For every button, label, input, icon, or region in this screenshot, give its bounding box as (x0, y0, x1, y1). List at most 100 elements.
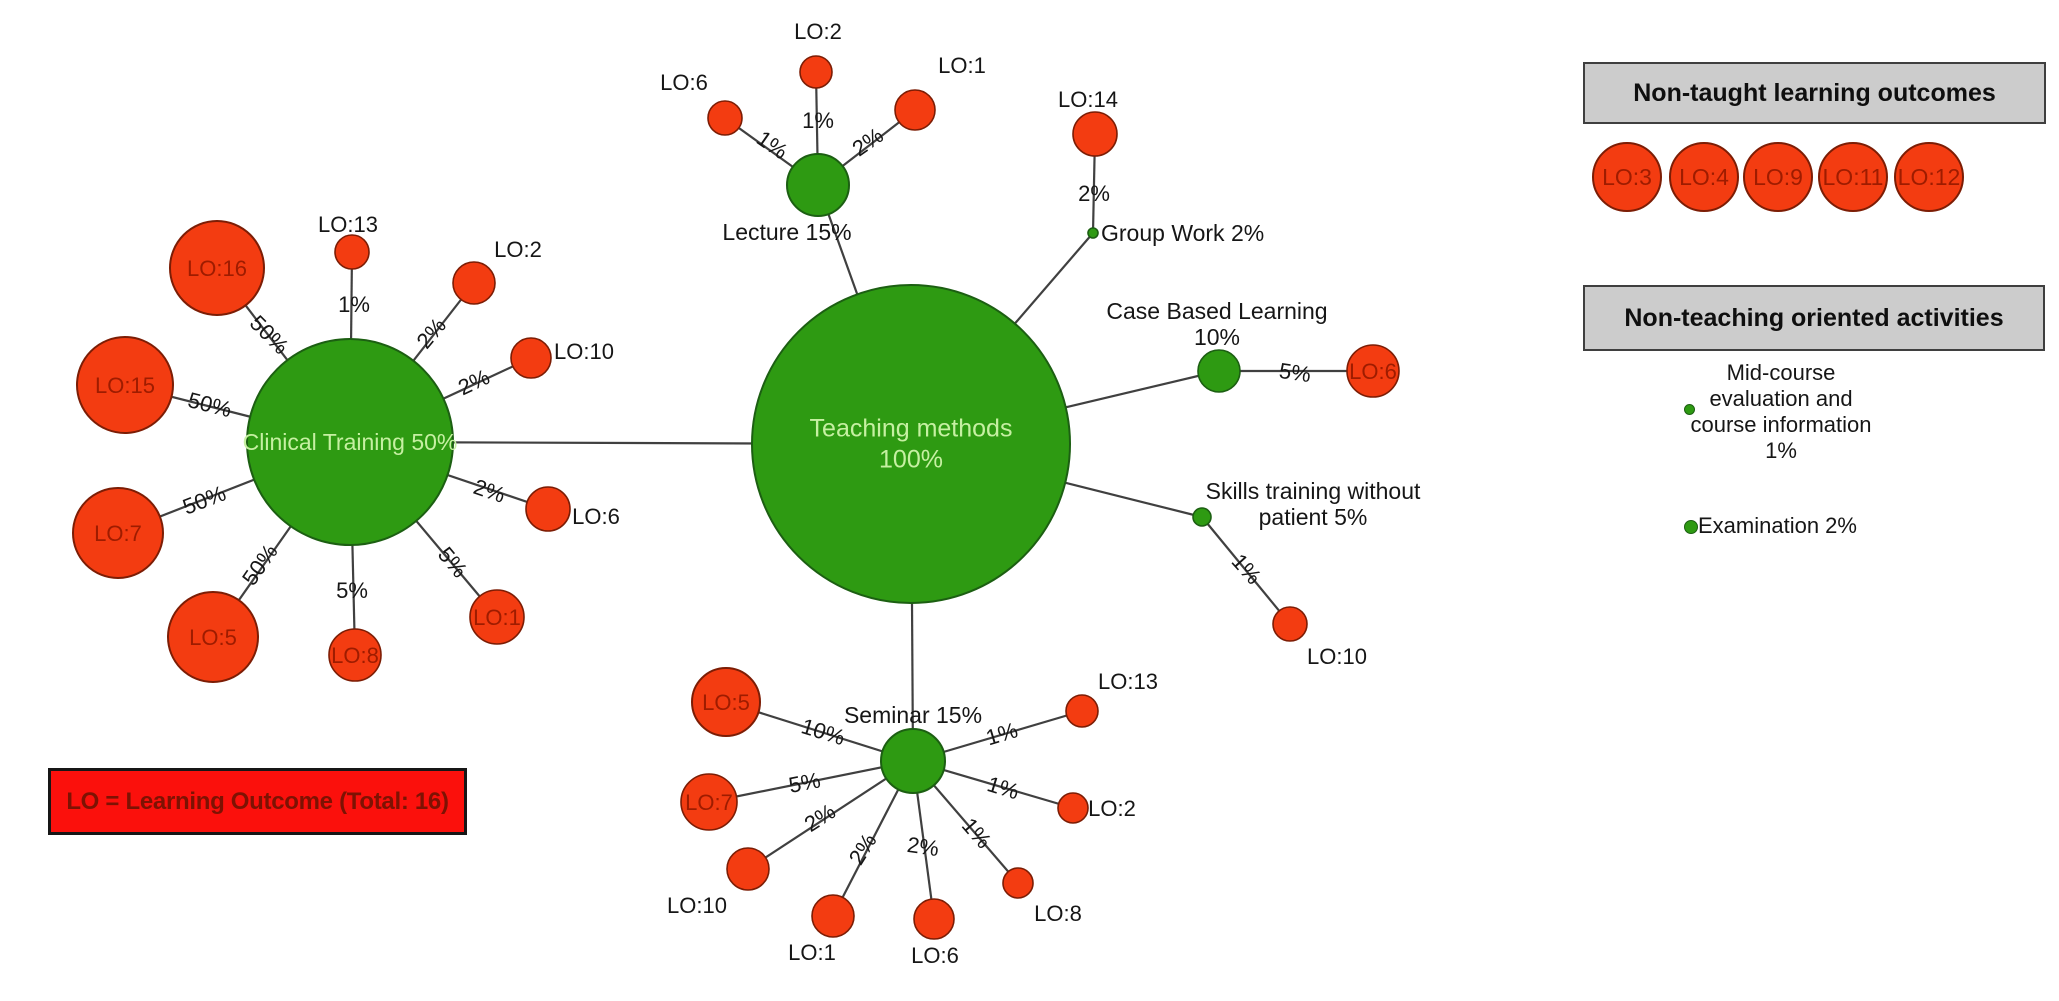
outcome-node-sem_lo7 (680, 773, 738, 831)
edge-label-seminar-sem_lo7: 5% (787, 767, 823, 798)
node-label-groupwork: Group Work 2% (1101, 220, 1264, 246)
method-node-skills (1192, 507, 1212, 527)
node-label-skills: Skills training without (1206, 478, 1421, 504)
node-label-sem_lo1: LO:1 (788, 940, 836, 965)
lo-chip-label: LO:9 (1753, 163, 1803, 190)
outcome-node-cl_lo1 (469, 589, 525, 645)
non-taught-title: Non-taught learning outcomes (1633, 78, 1996, 107)
node-label-lec_lo6: LO:6 (660, 70, 708, 95)
outcome-node-cl_lo2 (452, 261, 496, 305)
edge-label-seminar-sem_lo2: 1% (984, 771, 1022, 804)
node-label-cl_lo13: LO:13 (318, 212, 378, 237)
node-label-sem_lo13: LO:13 (1098, 669, 1158, 694)
node-inside-label-sem_lo7: LO:7 (685, 790, 733, 815)
outcome-node-cl_lo7 (72, 487, 164, 579)
outcome-node-sem_lo10 (726, 847, 770, 891)
edge-label-clinical-cl_lo16: 50% (245, 310, 294, 359)
outcome-node-cl_lo8 (328, 628, 382, 682)
outcome-node-cl_lo6 (525, 486, 571, 532)
edge-label-lecture-lec_lo2: 1% (802, 108, 834, 133)
midcourse-line: Mid-course (1726, 360, 1836, 385)
lo-chip-label: LO:4 (1679, 163, 1729, 190)
node-label-sem_lo6: LO:6 (911, 943, 959, 968)
midcourse-line: 1% (1765, 438, 1797, 463)
outcome-node-cl_lo13 (334, 234, 370, 270)
node-label-lec_lo1: LO:1 (938, 53, 986, 78)
midcourse-label: Mid-course evaluation and course informa… (1661, 360, 1901, 464)
outcome-node-sem_lo5 (691, 667, 761, 737)
node-inside-label-teaching: Teaching methods (810, 415, 1013, 443)
edge-label-seminar-sem_lo6: 2% (906, 832, 941, 861)
edge-label-seminar-sem_lo13: 1% (983, 717, 1021, 750)
outcome-node-sk_lo10 (1272, 606, 1308, 642)
node-label-cl_lo10: LO:10 (554, 339, 614, 364)
non-taught-lo-circle: LO:12 (1894, 142, 1964, 212)
node-label-casebased: Case Based Learning (1106, 298, 1327, 324)
non-teaching-header: Non-teaching oriented activities (1583, 285, 2045, 351)
midcourse-dot-icon (1684, 404, 1695, 415)
edge-label-lecture-lec_lo1: 2% (848, 122, 888, 161)
node-label-lec_lo2: LO:2 (794, 19, 842, 44)
legend-box: LO = Learning Outcome (Total: 16) (48, 768, 467, 835)
node-label-cl_lo2: LO:2 (494, 237, 542, 262)
method-node-teaching (751, 284, 1071, 604)
outcome-node-cl_lo15 (76, 336, 174, 434)
node-label-sem_lo8: LO:8 (1034, 901, 1082, 926)
node-inside-label-cl_lo15: LO:15 (95, 373, 155, 398)
midcourse-line: evaluation and (1709, 386, 1853, 411)
edge-label-casebased-cb_lo6: 5% (1278, 358, 1313, 387)
node-label-sem_lo2: LO:2 (1088, 796, 1136, 821)
outcome-node-lec_lo1 (894, 89, 936, 131)
non-taught-lo-circle: LO:3 (1592, 142, 1662, 212)
outcome-node-lec_lo6 (707, 100, 743, 136)
edge-label-groupwork-gw_lo14: 2% (1078, 181, 1110, 206)
lo-chip-label: LO:3 (1602, 163, 1652, 190)
outcome-node-sem_lo13 (1065, 694, 1099, 728)
node-inside-label-cl_lo7: LO:7 (94, 521, 142, 546)
outcome-node-gw_lo14 (1072, 111, 1118, 157)
outcome-node-cl_lo16 (169, 220, 265, 316)
edge-skills-sk_lo10 (1201, 516, 1291, 625)
edge-label-seminar-sem_lo5: 10% (798, 713, 847, 750)
node-inside-label-cl_lo8: LO:8 (331, 643, 379, 668)
edge-label-clinical-cl_lo6: 2% (470, 474, 508, 508)
node-label-seminar: Seminar 15% (844, 702, 982, 728)
outcome-node-cl_lo10 (510, 337, 552, 379)
non-taught-lo-circle: LO:11 (1818, 142, 1888, 212)
node-label-sk_lo10: LO:10 (1307, 644, 1367, 669)
node-label-lecture: Lecture 15% (722, 219, 851, 245)
node-inside-label-clinical: Clinical Training 50% (243, 429, 458, 455)
method-node-clinical (246, 338, 454, 546)
outcome-node-cl_lo5 (167, 591, 259, 683)
midcourse-line: course information (1690, 412, 1872, 437)
outcome-node-sem_lo8 (1002, 867, 1034, 899)
outcome-node-sem_lo1 (811, 894, 855, 938)
node-label-casebased: 10% (1194, 324, 1240, 350)
edge-label-lecture-lec_lo6: 1% (752, 125, 792, 164)
node-inside-label-cl_lo5: LO:5 (189, 625, 237, 650)
non-taught-header: Non-taught learning outcomes (1583, 62, 2046, 124)
outcome-node-lec_lo2 (799, 55, 833, 89)
node-inside-label-cl_lo16: LO:16 (187, 256, 247, 281)
method-node-lecture (786, 153, 850, 217)
node-label-sem_lo10: LO:10 (667, 893, 727, 918)
node-label-skills: patient 5% (1259, 504, 1368, 530)
legend-label: LO = Learning Outcome (Total: 16) (66, 787, 449, 815)
node-inside-label-cb_lo6: LO:6 (1349, 359, 1397, 384)
edge-label-clinical-cl_lo8: 5% (336, 578, 368, 603)
outcome-node-cb_lo6 (1346, 344, 1400, 398)
outcome-node-sem_lo6 (913, 898, 955, 940)
edge-label-clinical-cl_lo13: 1% (338, 292, 370, 317)
lo-chip-label: LO:11 (1822, 163, 1884, 190)
non-teaching-title: Non-teaching oriented activities (1624, 303, 2004, 332)
non-taught-lo-circle: LO:4 (1669, 142, 1739, 212)
edge-label-clinical-cl_lo7: 50% (179, 480, 229, 519)
edge-label-clinical-cl_lo10: 2% (454, 364, 493, 400)
node-inside-label-cl_lo1: LO:1 (473, 605, 521, 630)
node-label-cl_lo6: LO:6 (572, 504, 620, 529)
examination-dot-icon (1684, 520, 1698, 534)
method-node-groupwork (1087, 227, 1099, 239)
node-label-gw_lo14: LO:14 (1058, 87, 1118, 112)
